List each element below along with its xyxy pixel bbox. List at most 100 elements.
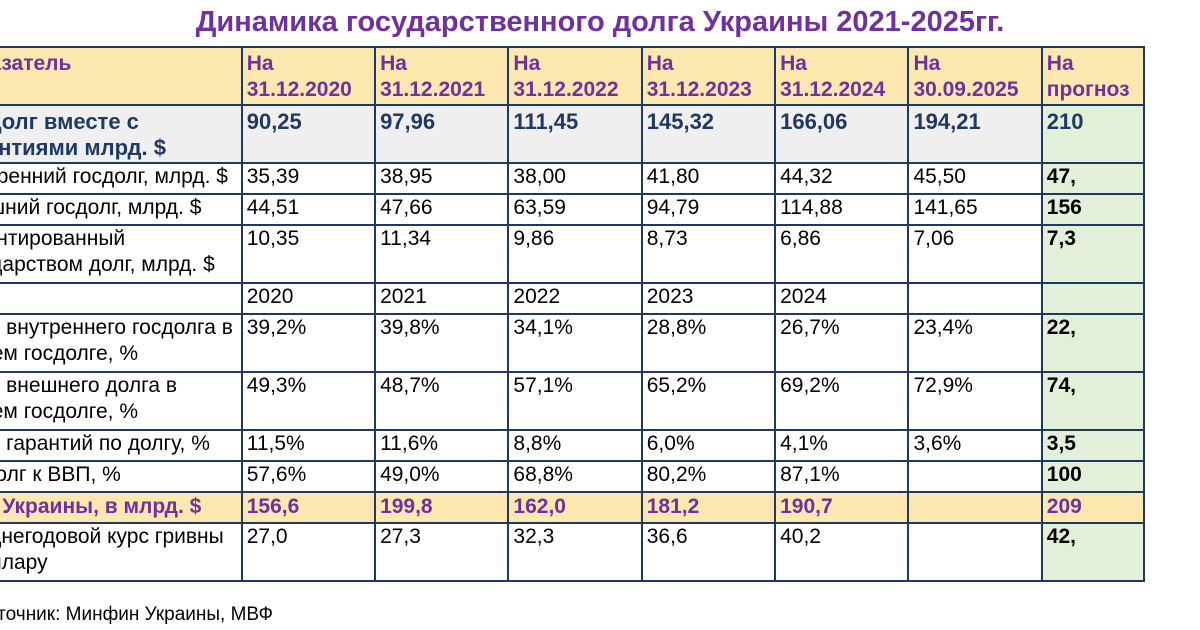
value-cell: 3,6%: [907, 429, 1043, 462]
value-cell: 199,8: [374, 491, 510, 524]
row-label-cell: Доля внутреннего госдолга в общем госдол…: [0, 313, 243, 373]
value-cell: 27,3: [374, 522, 510, 582]
value-cell: 34,1%: [507, 313, 643, 373]
value-cell: 48,7%: [374, 371, 510, 431]
value-cell: 36,6: [640, 522, 777, 582]
value-cell: [907, 282, 1043, 315]
value-cell: 39,8%: [374, 313, 510, 373]
value-cell: 162,0: [507, 491, 643, 524]
value-cell: 111,45: [507, 104, 643, 164]
header-date-cell: На 30.09.2025: [907, 46, 1043, 106]
value-cell: 9,86: [507, 224, 643, 284]
value-cell: 28,8%: [640, 313, 777, 373]
forecast-value-cell: [1040, 282, 1146, 315]
value-cell: 11,5%: [240, 429, 377, 462]
value-cell: 49,3%: [240, 371, 377, 431]
forecast-value-cell: 209: [1040, 491, 1146, 524]
value-cell: 69,2%: [774, 371, 910, 431]
forecast-value-cell: 47,: [1040, 162, 1146, 195]
value-cell: 38,95: [374, 162, 510, 195]
table-row: Внешний госдолг, млрд. $44,5147,6663,599…: [0, 193, 1146, 226]
forecast-value-cell: 3,5: [1040, 429, 1146, 462]
table-row: Госдолг вместе с гарантиями млрд. $90,25…: [0, 104, 1146, 164]
row-label-cell: [0, 282, 243, 315]
table-row: Внутренний госдолг, млрд. $35,3938,9538,…: [0, 162, 1146, 195]
header-date-cell: На 31.12.2021: [374, 46, 510, 106]
value-cell: 2022: [507, 282, 643, 315]
value-cell: 190,7: [774, 491, 910, 524]
value-cell: 27,0: [240, 522, 377, 582]
value-cell: 181,2: [640, 491, 777, 524]
value-cell: 41,80: [640, 162, 777, 195]
value-cell: 23,4%: [907, 313, 1043, 373]
value-cell: 94,79: [640, 193, 777, 226]
value-cell: 68,8%: [507, 460, 643, 493]
row-label-cell: Гарантированный государством долг, млрд.…: [0, 224, 243, 284]
value-cell: 47,66: [374, 193, 510, 226]
forecast-value-cell: 100: [1040, 460, 1146, 493]
table-row: 2020 2021 2022 2023 2024: [0, 282, 1146, 315]
value-cell: 6,0%: [640, 429, 777, 462]
value-cell: 7,06: [907, 224, 1043, 284]
value-cell: 44,51: [240, 193, 377, 226]
value-cell: 87,1%: [774, 460, 910, 493]
value-cell: 39,2%: [240, 313, 377, 373]
value-cell: 72,9%: [907, 371, 1043, 431]
value-cell: 65,2%: [640, 371, 777, 431]
value-cell: 32,3: [507, 522, 643, 582]
forecast-value-cell: 156: [1040, 193, 1146, 226]
value-cell: 166,06: [774, 104, 910, 164]
forecast-value-cell: 210: [1040, 104, 1146, 164]
value-cell: 97,96: [374, 104, 510, 164]
forecast-value-cell: 42,: [1040, 522, 1146, 582]
value-cell: 2021: [374, 282, 510, 315]
row-label-cell: Доля гарантий по долгу, %: [0, 429, 243, 462]
value-cell: 141,65: [907, 193, 1043, 226]
header-date-cell: На 31.12.2024: [774, 46, 910, 106]
value-cell: 26,7%: [774, 313, 910, 373]
value-cell: 156,6: [240, 491, 377, 524]
value-cell: 44,32: [774, 162, 910, 195]
value-cell: 57,1%: [507, 371, 643, 431]
value-cell: 45,50: [907, 162, 1043, 195]
header-forecast-cell: На прогноз: [1040, 46, 1146, 106]
forecast-value-cell: 74,: [1040, 371, 1146, 431]
table-row: Госдолг к ВВП, %57,6%49,0%68,8%80,2%87,1…: [0, 460, 1146, 493]
header-date-cell: На 31.12.2023: [640, 46, 777, 106]
value-cell: [907, 460, 1043, 493]
forecast-value-cell: 22,: [1040, 313, 1146, 373]
value-cell: 57,6%: [240, 460, 377, 493]
value-cell: 40,2: [774, 522, 910, 582]
value-cell: 114,88: [774, 193, 910, 226]
table-row: Гарантированный государством долг, млрд.…: [0, 224, 1146, 284]
source-note: Источник: Минфин Украины, МВФ: [0, 604, 273, 625]
table-row: Доля гарантий по долгу, %11,5%11,6%8,8%6…: [0, 429, 1146, 462]
row-label-cell: ВВП Украины, в млрд. $: [0, 491, 243, 524]
value-cell: [907, 491, 1043, 524]
value-cell: 38,00: [507, 162, 643, 195]
value-cell: 63,59: [507, 193, 643, 226]
page-title: Динамика государственного долга Украины …: [195, 6, 1005, 38]
header-date-cell: На 31.12.2022: [507, 46, 643, 106]
value-cell: 145,32: [640, 104, 777, 164]
header-label-cell: Показатель: [0, 46, 243, 106]
row-label-cell: Доля внешнего долга в общем госдолге, %: [0, 371, 243, 431]
row-label-cell: Госдолг к ВВП, %: [0, 460, 243, 493]
table-row: ВВП Украины, в млрд. $156,6199,8162,0181…: [0, 491, 1146, 524]
header-date-cell: На 31.12.2020: [240, 46, 377, 106]
value-cell: 10,35: [240, 224, 377, 284]
table-row: Доля внутреннего госдолга в общем госдол…: [0, 313, 1146, 373]
value-cell: 194,21: [907, 104, 1043, 164]
value-cell: 2023: [640, 282, 777, 315]
row-label-cell: Внутренний госдолг, млрд. $: [0, 162, 243, 195]
value-cell: 35,39: [240, 162, 377, 195]
value-cell: 6,86: [774, 224, 910, 284]
forecast-value-cell: 7,3: [1040, 224, 1146, 284]
value-cell: 11,6%: [374, 429, 510, 462]
row-label-cell: Среднегодовой курс гривны к доллару: [0, 522, 243, 582]
value-cell: 49,0%: [374, 460, 510, 493]
value-cell: 80,2%: [640, 460, 777, 493]
